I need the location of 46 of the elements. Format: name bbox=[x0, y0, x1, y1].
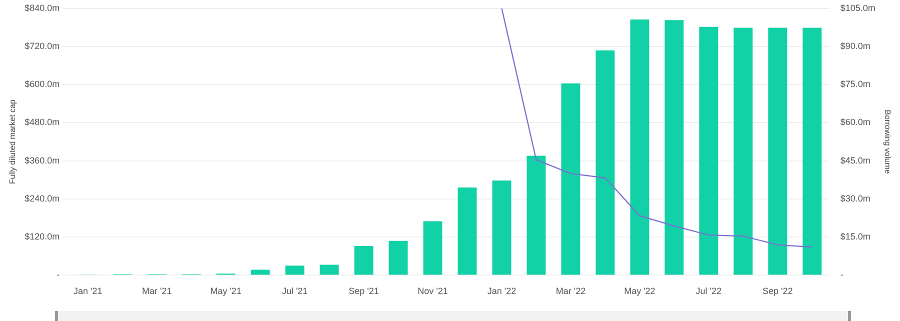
x-tick-label: Jul '21 bbox=[282, 286, 308, 296]
y2-tick-label: $15.0m bbox=[840, 232, 870, 242]
x-tick-label: Jan '21 bbox=[73, 286, 102, 296]
x-tick-label: May '21 bbox=[210, 286, 242, 296]
x-tick-label: Mar '22 bbox=[556, 286, 586, 296]
bar bbox=[492, 180, 512, 275]
bar bbox=[250, 270, 270, 275]
bar bbox=[699, 26, 718, 275]
y-tick-label: $240.0m bbox=[24, 193, 60, 204]
bar bbox=[596, 50, 615, 275]
bar bbox=[354, 246, 374, 275]
y-tick-label: $600.0m bbox=[24, 79, 60, 90]
x-tick-label: Nov '21 bbox=[418, 286, 448, 296]
y2-tick-label: - bbox=[840, 270, 844, 280]
y-tick-label: $360.0m bbox=[24, 155, 60, 166]
bar bbox=[526, 156, 546, 275]
x-tick-label: May '22 bbox=[624, 286, 656, 296]
y-tick-label: $480.0m bbox=[24, 117, 60, 128]
y-tick-label: $840.0m bbox=[24, 2, 60, 13]
x-tick-label: Jul '22 bbox=[696, 286, 722, 296]
y-axis-title: Fully diluted market cap bbox=[8, 99, 18, 184]
bar bbox=[802, 28, 822, 275]
y2-tick-label: $105.0m bbox=[840, 2, 876, 13]
bar bbox=[734, 28, 753, 275]
bar bbox=[458, 188, 477, 275]
y2-tick-label: $30.0m bbox=[840, 193, 870, 204]
bar bbox=[285, 266, 304, 275]
y-tick-label: $720.0m bbox=[24, 41, 60, 51]
bar bbox=[630, 20, 650, 275]
y2-tick-label: $90.0m bbox=[840, 41, 870, 51]
y-tick-label: - bbox=[56, 270, 60, 280]
bar bbox=[561, 83, 580, 275]
y2-tick-label: $75.0m bbox=[840, 79, 870, 90]
x-tick-label: Mar '21 bbox=[142, 286, 172, 296]
bar bbox=[768, 28, 788, 275]
y2-tick-label: $60.0m bbox=[840, 117, 870, 128]
bar bbox=[320, 264, 339, 275]
bar bbox=[388, 240, 408, 275]
y2-tick-label: $45.0m bbox=[840, 155, 870, 166]
bar bbox=[664, 20, 684, 275]
y2-axis-title: Borrowing volume bbox=[882, 110, 892, 174]
x-tick-label: Sep '21 bbox=[348, 286, 379, 296]
bar bbox=[423, 221, 442, 275]
x-tick-label: Sep '22 bbox=[762, 286, 793, 296]
y-tick-label: $120.0m bbox=[24, 232, 60, 242]
x-tick-label: Jan '22 bbox=[487, 286, 516, 296]
